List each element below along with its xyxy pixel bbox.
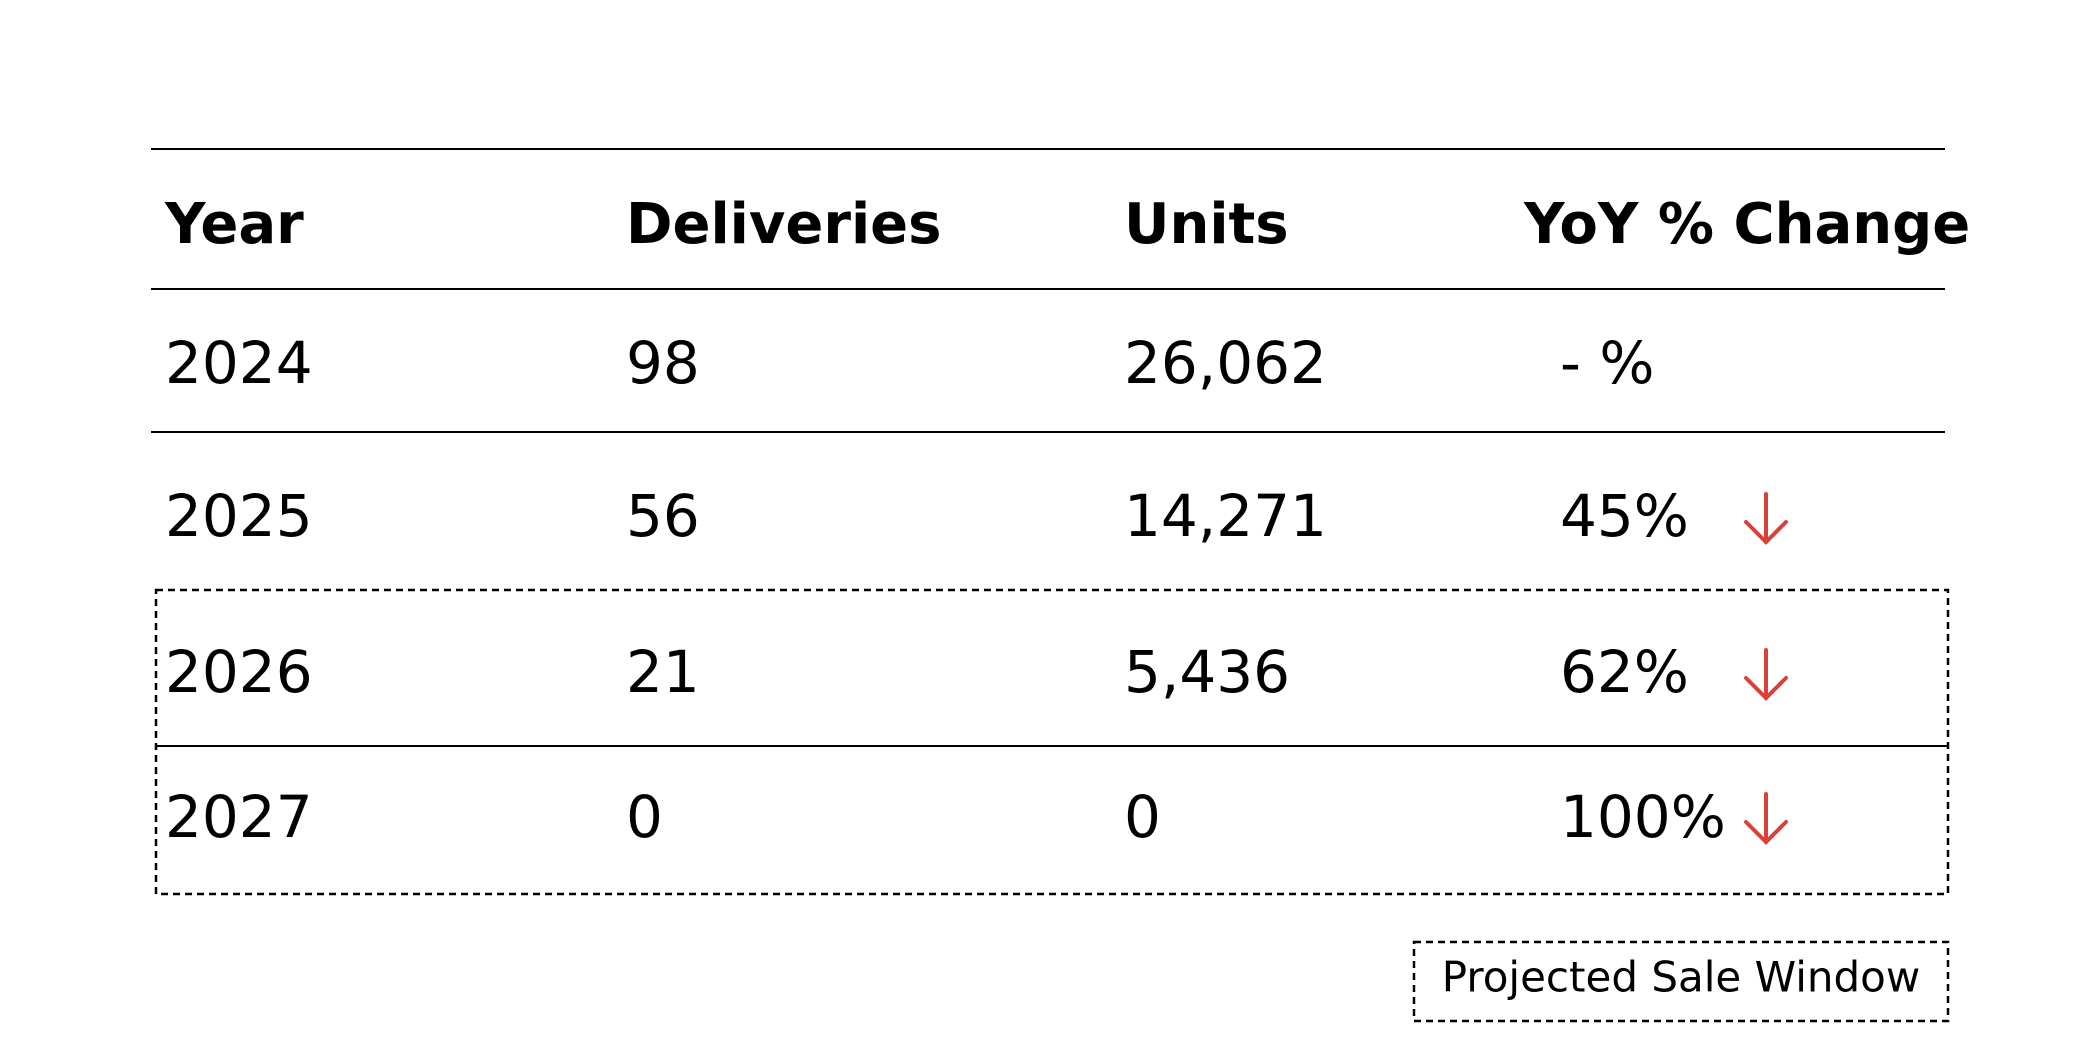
legend-box xyxy=(1412,940,1950,1023)
down-arrow xyxy=(1744,792,1788,845)
table-cell: 100% xyxy=(1560,783,1726,851)
table-cell: 56 xyxy=(626,482,700,550)
down-arrow xyxy=(1744,492,1788,545)
table-cell: 14,271 xyxy=(1124,482,1327,550)
table-cell: 98 xyxy=(626,329,700,397)
table-cell: 62% xyxy=(1560,638,1689,706)
table-cell: 2026 xyxy=(165,638,313,706)
column-header: YoY % Change xyxy=(1523,192,1970,257)
table-cell: - % xyxy=(1560,329,1654,397)
table-cell: 2024 xyxy=(165,329,313,397)
table-cell: 2027 xyxy=(165,783,313,851)
down-arrow xyxy=(1744,648,1788,701)
column-header: Deliveries xyxy=(626,192,941,257)
table-cell: 21 xyxy=(626,638,700,706)
legend-label: Projected Sale Window xyxy=(1442,953,1920,1002)
table-cell: 0 xyxy=(1124,783,1161,851)
column-header: Units xyxy=(1124,192,1289,257)
table-cell: 5,436 xyxy=(1124,638,1290,706)
table-cell: 45% xyxy=(1560,482,1689,550)
table-cell: 26,062 xyxy=(1124,329,1327,397)
table-cell: 2025 xyxy=(165,482,313,550)
down-arrows xyxy=(1744,492,1788,845)
projection-box xyxy=(154,588,1950,896)
column-header: Year xyxy=(164,192,304,257)
table-cell: 0 xyxy=(626,783,663,851)
